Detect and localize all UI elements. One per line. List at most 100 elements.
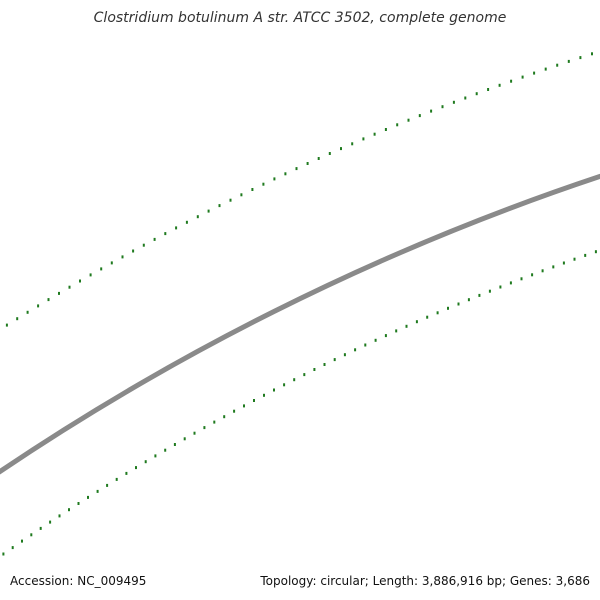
map-title: Clostridium botulinum A str. ATCC 3502, … xyxy=(93,10,507,26)
skew-dot xyxy=(415,320,418,324)
skew-dot xyxy=(164,448,167,452)
skew-dot xyxy=(11,546,14,550)
gc-dot xyxy=(26,310,29,314)
skew-dot xyxy=(343,353,346,357)
skew-dot xyxy=(374,338,377,342)
skew-dot xyxy=(58,514,61,518)
gc-content-dots xyxy=(5,52,593,327)
gc-dot xyxy=(306,162,309,165)
skew-dot xyxy=(499,285,502,289)
skew-dot xyxy=(2,552,5,556)
skew-dot xyxy=(96,489,99,493)
skew-dot xyxy=(293,378,296,382)
gc-dot xyxy=(362,137,365,141)
skew-dot xyxy=(384,334,387,338)
gc-dot xyxy=(164,232,167,236)
gc-dot xyxy=(510,79,513,83)
gc-dot xyxy=(351,142,354,146)
gc-dot xyxy=(100,267,103,271)
gc-dot xyxy=(384,128,387,131)
gc-dot xyxy=(196,215,199,219)
skew-dot xyxy=(405,324,408,328)
gc-dot xyxy=(567,59,570,63)
gc-dot xyxy=(487,88,490,91)
skew-dot xyxy=(562,261,565,265)
gc-dot xyxy=(153,237,156,241)
skew-dot xyxy=(173,443,176,446)
gc-dot xyxy=(544,67,547,71)
skew-dot xyxy=(509,281,512,285)
skew-dot xyxy=(233,409,236,413)
gc-dot xyxy=(58,291,60,295)
gc-dot xyxy=(207,209,210,213)
skew-dot xyxy=(364,343,367,347)
gc-dot xyxy=(121,255,124,259)
skew-dot xyxy=(488,289,491,293)
skew-dot xyxy=(303,373,306,377)
skew-dot xyxy=(436,311,439,315)
skew-dot xyxy=(313,368,316,371)
skew-dot xyxy=(457,302,460,306)
gc-dot xyxy=(175,226,178,230)
skew-dot xyxy=(447,306,449,310)
gc-dot xyxy=(251,188,254,191)
skew-dot xyxy=(106,483,109,487)
skew-dot xyxy=(115,477,118,481)
gc-dot xyxy=(110,261,113,265)
gc-dot xyxy=(89,273,92,277)
gc-dot xyxy=(521,75,524,79)
skew-dot xyxy=(283,383,286,387)
skew-dot xyxy=(395,329,398,333)
gc-dot xyxy=(591,52,593,56)
gc-dot xyxy=(475,92,478,96)
gc-dot xyxy=(218,204,221,208)
gc-dot xyxy=(295,167,298,171)
skew-dot xyxy=(263,393,265,397)
gc-skew-dots xyxy=(2,250,597,556)
skew-dot xyxy=(203,426,206,430)
skew-dot xyxy=(426,315,429,319)
gc-dot xyxy=(273,177,276,181)
skew-dot xyxy=(49,520,52,524)
gc-dot xyxy=(47,298,50,302)
skew-dot xyxy=(467,298,470,302)
gc-dot xyxy=(262,182,265,186)
gc-dot xyxy=(229,198,232,202)
skew-dot xyxy=(183,437,186,441)
skew-dot xyxy=(273,388,275,392)
gc-dot xyxy=(396,123,399,127)
skew-dot xyxy=(213,420,216,424)
skew-dot xyxy=(87,495,89,499)
gc-dot xyxy=(498,83,501,87)
skew-dot xyxy=(77,502,80,505)
skew-dot xyxy=(584,253,587,257)
gc-dot xyxy=(556,63,559,67)
gc-dot xyxy=(132,249,135,253)
skew-dot xyxy=(573,257,576,261)
gc-dot xyxy=(37,304,40,308)
gc-dot xyxy=(373,132,376,136)
gc-dot xyxy=(430,109,433,113)
gc-dot xyxy=(418,114,421,118)
gc-dot xyxy=(68,285,71,289)
skew-dot xyxy=(531,273,534,277)
gc-dot xyxy=(328,152,331,155)
skew-dot xyxy=(478,293,481,297)
skew-dot xyxy=(135,466,137,470)
gc-dot xyxy=(16,317,19,321)
skew-dot xyxy=(144,460,147,464)
gc-dot xyxy=(5,323,8,327)
skew-dot xyxy=(39,526,42,530)
skew-dot xyxy=(253,399,255,402)
gc-dot xyxy=(340,147,342,151)
accession-text: Accession: NC_009495 xyxy=(10,574,147,588)
gc-dot xyxy=(579,56,582,60)
genome-summary: Topology: circular; Length: 3,886,916 bp… xyxy=(260,574,590,588)
gc-dot xyxy=(142,243,145,247)
gc-dot xyxy=(452,100,455,104)
skew-dot xyxy=(21,539,23,543)
skew-dot xyxy=(243,404,245,408)
gc-dot xyxy=(464,96,467,100)
gc-dot xyxy=(284,172,287,176)
